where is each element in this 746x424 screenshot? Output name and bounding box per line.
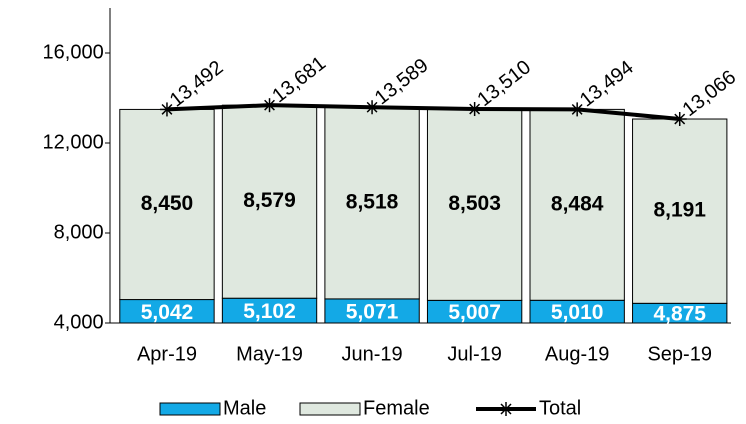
data-label: 13,066 [679,66,741,121]
marker-stroke [674,113,686,125]
x-tick-label: Jun-19 [341,343,402,365]
y-tick-label: 16,000 [43,41,104,63]
marker-stroke [366,101,378,113]
marker [262,98,277,113]
data-label: 8,579 [243,189,296,212]
bar-segment [632,118,728,304]
marker [672,112,687,127]
data-label: 8,450 [141,192,194,215]
legend-swatch [299,402,361,416]
bar-segment [324,298,420,324]
data-label: 8,191 [653,199,706,222]
marker-stroke [469,103,481,115]
data-label: 5,102 [243,300,296,323]
x-tick-label: Sep-19 [647,343,712,365]
data-label: 5,042 [141,301,194,324]
legend-label: Male [223,397,266,419]
data-label: 5,010 [551,301,604,324]
x-tick-label: Jul-19 [447,343,501,365]
marker [570,102,585,117]
x-tick-label: Aug-19 [545,343,610,365]
data-label: 13,494 [576,56,638,111]
legend-marker [500,403,512,415]
marker-stroke [571,103,583,115]
marker-stroke [264,99,275,111]
data-label: 13,510 [473,56,535,111]
marker [365,100,380,115]
data-label: 13,492 [166,57,228,112]
data-label: 8,503 [448,192,501,215]
legend-label: Total [539,397,581,419]
marker [159,102,174,117]
legend-label: Female [363,397,430,419]
y-tick-label: 8,000 [54,221,104,243]
bar-segment [426,108,523,301]
marker [467,102,482,117]
x-tick-label: Apr-19 [137,343,197,365]
bar-segment [221,104,318,299]
y-tick-label: 4,000 [54,311,104,333]
data-label: 8,484 [551,192,604,215]
data-label: 4,875 [653,303,706,326]
legend-swatch [159,402,221,416]
data-label: 5,007 [448,301,501,324]
bar-segment [119,108,215,301]
total-line [166,103,680,122]
data-label: 13,589 [371,54,433,109]
data-label: 8,518 [346,191,399,214]
data-label: 5,071 [346,300,399,323]
bar-segment [221,297,318,324]
y-tick-label: 12,000 [43,131,104,153]
x-tick-label: May-19 [236,343,303,365]
bar-segment [324,106,420,300]
data-label: 13,681 [268,52,330,107]
marker-stroke [161,103,173,115]
